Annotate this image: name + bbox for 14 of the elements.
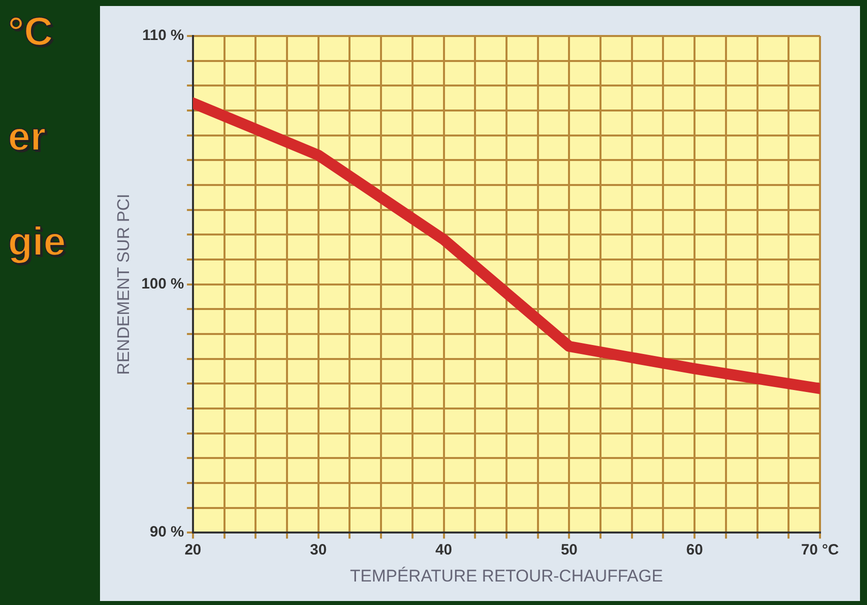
text: gie [8,220,66,265]
y-tick-label: 90 % [150,524,184,541]
text: er [8,115,46,160]
x-tick-label: 70 °C [801,542,840,559]
y-tick-label: 110 % [142,27,184,44]
x-tick-label: 60 [686,542,703,559]
x-axis-title: TEMPÉRATURE RETOUR-CHAUFFAGE [350,566,663,586]
y-tick-label: 100 % [141,275,184,292]
text: °C [8,10,53,55]
x-tick-label: 30 [310,542,327,559]
x-tick-label: 20 [184,542,202,559]
x-tick-label: 40 [435,542,452,559]
y-axis-title: RENDEMENT SUR PCI [114,194,133,375]
x-tick-label: 50 [560,542,578,559]
